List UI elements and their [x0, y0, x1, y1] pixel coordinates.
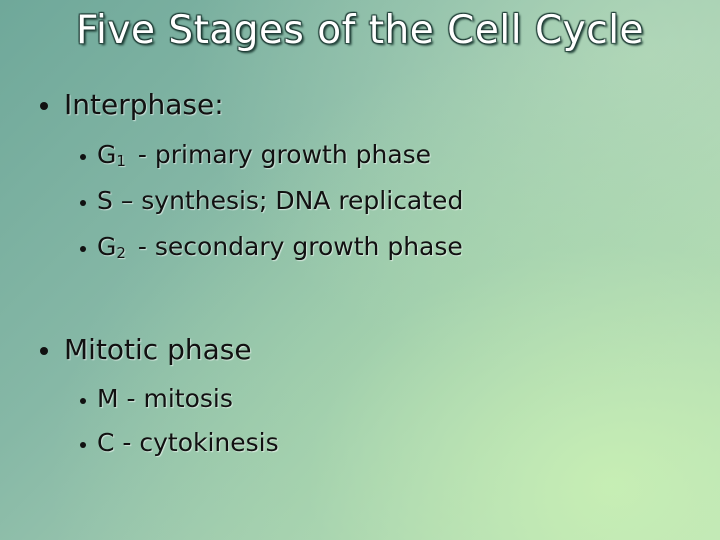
bullet [80, 442, 86, 448]
bullet [80, 200, 86, 206]
bullet [80, 154, 86, 160]
list-item: S – synthesis; DNA replicated [97, 186, 463, 215]
item-text: - secondary growth phase [137, 232, 463, 261]
item-letter: G [97, 232, 117, 261]
list-item: C - cytokinesis [97, 428, 279, 457]
list-item: G1 - primary growth phase [97, 140, 431, 170]
item-text: - primary growth phase [137, 140, 432, 169]
item-text: C - cytokinesis [97, 428, 279, 457]
slide-title: Five Stages of the Cell Cycle [75, 8, 645, 53]
list-item: G2 - secondary growth phase [97, 232, 463, 262]
bullet [80, 398, 86, 404]
bullet [40, 102, 48, 110]
section-heading: Interphase: [64, 88, 224, 121]
list-item: M - mitosis [97, 384, 233, 413]
bullet [40, 347, 48, 355]
item-subscript: 1 [116, 152, 126, 170]
item-subscript: 2 [116, 244, 126, 262]
item-text: S – synthesis; DNA replicated [97, 186, 464, 215]
bullet [80, 246, 86, 252]
item-text: M - mitosis [97, 384, 233, 413]
section-heading: Mitotic phase [64, 333, 252, 366]
item-letter: G [97, 140, 117, 169]
